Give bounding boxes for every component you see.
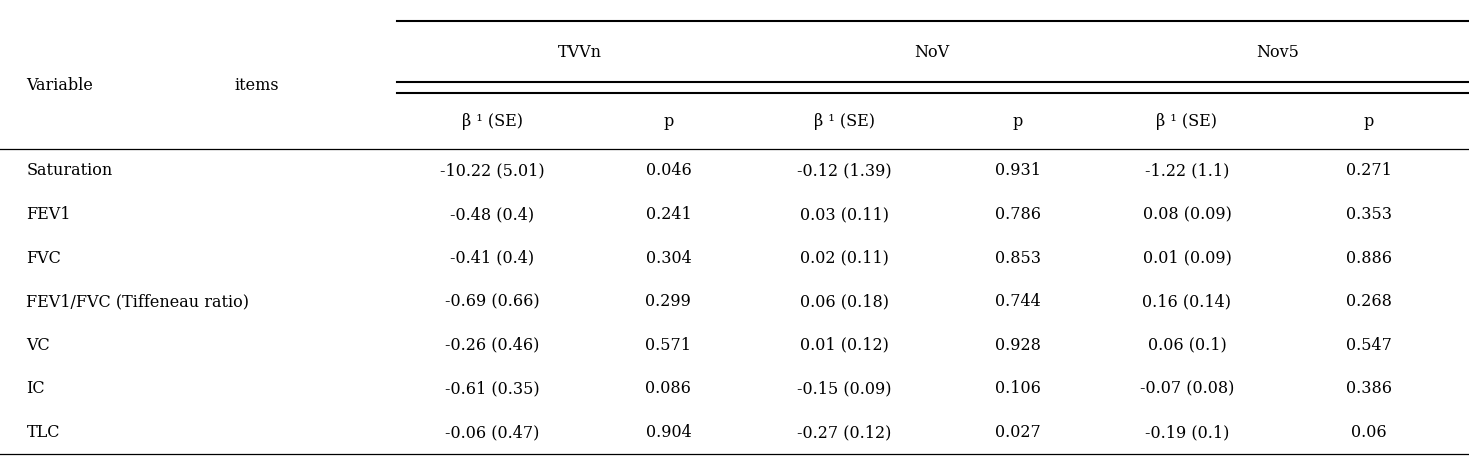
- Text: Variable: Variable: [26, 76, 94, 94]
- Text: p: p: [1365, 113, 1374, 130]
- Text: 0.01 (0.09): 0.01 (0.09): [1143, 250, 1231, 267]
- Text: β ¹ (SE): β ¹ (SE): [1156, 113, 1218, 130]
- Text: 0.06 (0.1): 0.06 (0.1): [1147, 337, 1227, 354]
- Text: 0.904: 0.904: [645, 424, 692, 441]
- Text: -0.19 (0.1): -0.19 (0.1): [1144, 424, 1230, 441]
- Text: 0.353: 0.353: [1346, 206, 1393, 223]
- Text: 0.786: 0.786: [995, 206, 1042, 223]
- Text: Saturation: Saturation: [26, 163, 113, 179]
- Text: -0.15 (0.09): -0.15 (0.09): [798, 380, 892, 397]
- Text: 0.02 (0.11): 0.02 (0.11): [801, 250, 889, 267]
- Text: -0.41 (0.4): -0.41 (0.4): [450, 250, 535, 267]
- Text: NoV: NoV: [914, 44, 949, 61]
- Text: 0.046: 0.046: [645, 163, 692, 179]
- Text: 0.16 (0.14): 0.16 (0.14): [1143, 293, 1231, 310]
- Text: 0.06: 0.06: [1351, 424, 1387, 441]
- Text: -0.07 (0.08): -0.07 (0.08): [1140, 380, 1234, 397]
- Text: Nov5: Nov5: [1256, 44, 1300, 61]
- Text: 0.086: 0.086: [645, 380, 692, 397]
- Text: 0.271: 0.271: [1346, 163, 1393, 179]
- Text: -0.61 (0.35): -0.61 (0.35): [445, 380, 539, 397]
- Text: FEV1: FEV1: [26, 206, 71, 223]
- Text: -0.26 (0.46): -0.26 (0.46): [445, 337, 539, 354]
- Text: 0.08 (0.09): 0.08 (0.09): [1143, 206, 1231, 223]
- Text: p: p: [1014, 113, 1022, 130]
- Text: -0.48 (0.4): -0.48 (0.4): [450, 206, 535, 223]
- Text: TLC: TLC: [26, 424, 60, 441]
- Text: p: p: [664, 113, 673, 130]
- Text: IC: IC: [26, 380, 46, 397]
- Text: 0.304: 0.304: [645, 250, 692, 267]
- Text: 0.241: 0.241: [645, 206, 692, 223]
- Text: 0.299: 0.299: [645, 293, 692, 310]
- Text: items: items: [235, 76, 279, 94]
- Text: 0.06 (0.18): 0.06 (0.18): [801, 293, 889, 310]
- Text: 0.853: 0.853: [995, 250, 1042, 267]
- Text: -0.69 (0.66): -0.69 (0.66): [445, 293, 539, 310]
- Text: 0.106: 0.106: [995, 380, 1042, 397]
- Text: 0.928: 0.928: [995, 337, 1042, 354]
- Text: VC: VC: [26, 337, 50, 354]
- Text: -0.06 (0.47): -0.06 (0.47): [445, 424, 539, 441]
- Text: FVC: FVC: [26, 250, 62, 267]
- Text: β ¹ (SE): β ¹ (SE): [461, 113, 523, 130]
- Text: 0.03 (0.11): 0.03 (0.11): [801, 206, 889, 223]
- Text: 0.027: 0.027: [995, 424, 1042, 441]
- Text: 0.931: 0.931: [995, 163, 1042, 179]
- Text: 0.268: 0.268: [1346, 293, 1393, 310]
- Text: 0.547: 0.547: [1346, 337, 1393, 354]
- Text: -0.12 (1.39): -0.12 (1.39): [798, 163, 892, 179]
- Text: 0.386: 0.386: [1346, 380, 1393, 397]
- Text: TVVn: TVVn: [558, 44, 602, 61]
- Text: 0.571: 0.571: [645, 337, 692, 354]
- Text: 0.886: 0.886: [1346, 250, 1393, 267]
- Text: β ¹ (SE): β ¹ (SE): [814, 113, 876, 130]
- Text: -0.27 (0.12): -0.27 (0.12): [798, 424, 892, 441]
- Text: -10.22 (5.01): -10.22 (5.01): [439, 163, 545, 179]
- Text: 0.744: 0.744: [995, 293, 1042, 310]
- Text: 0.01 (0.12): 0.01 (0.12): [801, 337, 889, 354]
- Text: FEV1/FVC (Tiffeneau ratio): FEV1/FVC (Tiffeneau ratio): [26, 293, 250, 310]
- Text: -1.22 (1.1): -1.22 (1.1): [1144, 163, 1230, 179]
